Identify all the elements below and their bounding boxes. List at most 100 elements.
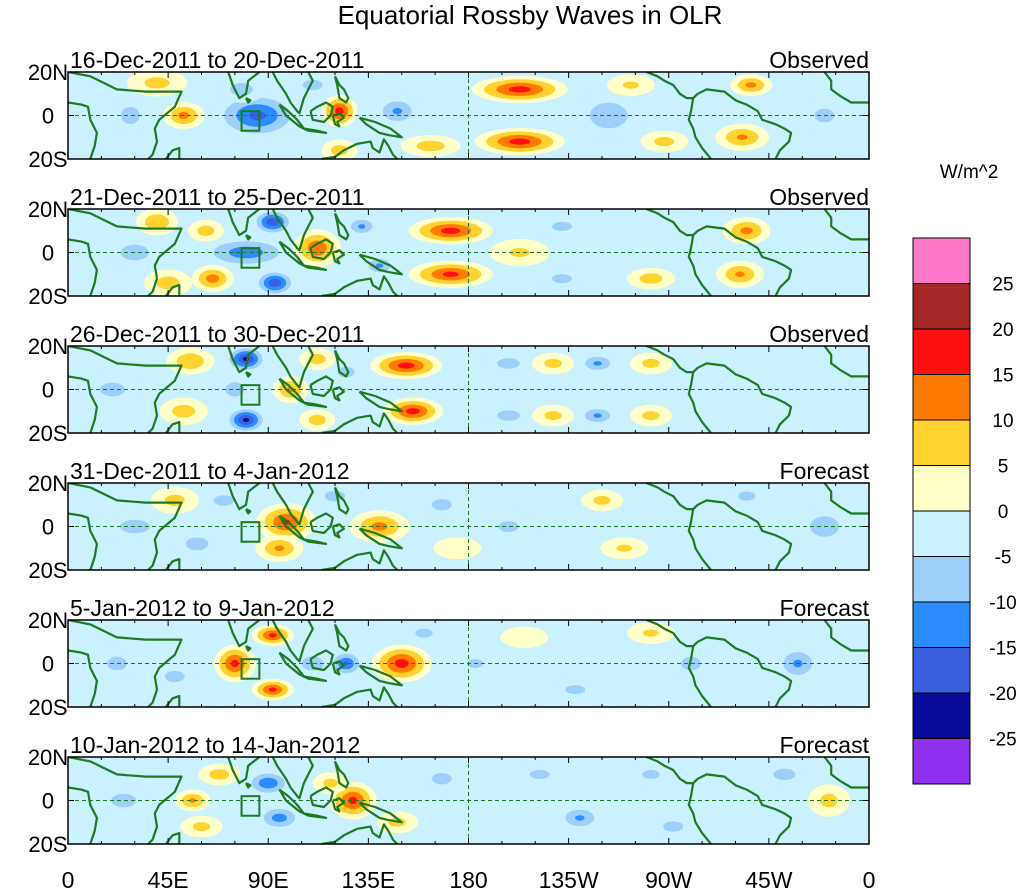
positive-anomaly	[159, 397, 208, 425]
positive-anomaly	[722, 217, 771, 245]
colorbar-tick-label: -20	[989, 684, 1016, 705]
colorbar-swatch	[912, 647, 971, 694]
y-tick-label: 20S	[28, 558, 67, 583]
negative-anomaly	[173, 530, 222, 558]
x-tick-label: 45E	[148, 867, 189, 890]
anomaly-field	[82, 346, 672, 433]
colorbar-swatch	[912, 419, 971, 466]
positive-anomaly	[532, 352, 575, 375]
negative-anomaly	[629, 763, 672, 786]
positive-anomaly	[321, 139, 358, 159]
positive-anomaly	[255, 534, 304, 562]
positive-anomaly	[500, 626, 549, 649]
y-tick-label: 20N	[28, 745, 68, 770]
y-tick-label: 0	[42, 241, 54, 266]
colorbar-swatch	[912, 328, 971, 375]
coastlines	[68, 209, 869, 296]
y-tick-label: 0	[42, 652, 54, 677]
positive-anomaly	[180, 815, 223, 838]
positive-anomaly	[187, 219, 224, 242]
negative-anomaly	[515, 763, 564, 786]
colorbar-units-label: W/m^2	[940, 162, 999, 183]
positive-anomaly	[408, 217, 493, 245]
positive-anomaly	[433, 537, 482, 560]
y-tick-label: 20S	[28, 284, 67, 309]
x-tick-label: 45W	[745, 867, 793, 890]
colorbar-tick-label: 5	[998, 457, 1009, 478]
colorbar-swatch	[912, 510, 971, 557]
positive-anomaly	[191, 265, 234, 293]
region-box	[240, 521, 261, 543]
y-tick-label: 0	[42, 104, 54, 129]
negative-anomaly	[537, 267, 586, 290]
negative-anomaly	[537, 215, 586, 238]
positive-anomaly	[581, 489, 623, 512]
negative-anomaly	[93, 784, 154, 817]
y-tick-label: 20N	[28, 197, 68, 222]
x-axis: 0 45E 90E 135E 180 135W 90W 45W 0	[62, 867, 876, 890]
negative-anomaly	[417, 765, 466, 793]
colorbar-tick-label: -25	[989, 730, 1016, 751]
region-box	[240, 795, 261, 817]
positive-anomaly	[136, 209, 178, 236]
negative-anomaly	[216, 375, 253, 404]
panel-kind-label: Observed	[769, 184, 869, 210]
negative-anomaly	[202, 489, 245, 512]
x-tick-label: 0	[863, 867, 876, 890]
panel-kind-label: Observed	[769, 47, 869, 73]
colorbar-swatch	[912, 465, 971, 512]
colorbar: 25 20 15 10 5 0 -5 -10 -15 -20 -25	[912, 237, 1017, 785]
panel-kind-label: Forecast	[780, 732, 870, 758]
positive-anomaly	[600, 537, 649, 560]
positive-anomaly	[626, 267, 675, 290]
coastlines	[68, 483, 869, 570]
negative-anomaly	[576, 352, 619, 375]
colorbar-tick-label: -10	[989, 593, 1016, 614]
panel-2: 20N 0 20S 21-Dec-2011 to 25-Dec-2011 Observe…	[28, 184, 870, 309]
y-tick-label: 0	[42, 378, 54, 403]
positive-anomaly	[715, 260, 764, 288]
y-tick-label: 20N	[28, 608, 68, 633]
colorbar-tick-label: 10	[992, 411, 1013, 432]
negative-anomaly	[92, 647, 141, 680]
panel-period-label: 21-Dec-2011 to 25-Dec-2011	[70, 184, 365, 210]
positive-anomaly	[626, 622, 675, 644]
positive-anomaly	[629, 404, 672, 427]
positive-anomaly	[299, 348, 336, 370]
panel-kind-label: Forecast	[780, 595, 870, 621]
panel-period-label: 5-Jan-2012 to 9-Jan-2012	[70, 595, 335, 621]
colorbar-tick-label: 20	[992, 320, 1013, 341]
coastlines	[68, 620, 869, 707]
x-tick-label: 90W	[645, 867, 693, 890]
negative-anomaly	[478, 510, 539, 543]
negative-anomaly	[150, 662, 199, 691]
y-tick-label: 0	[42, 789, 54, 814]
positive-anomaly	[730, 74, 773, 96]
colorbar-tick-label: 25	[992, 275, 1013, 296]
positive-anomaly	[370, 351, 443, 380]
positive-anomaly	[251, 624, 294, 647]
positive-anomaly	[166, 347, 215, 375]
colorbar-swatch	[912, 692, 971, 739]
y-tick-label: 20S	[28, 832, 67, 857]
negative-anomaly	[328, 361, 365, 383]
y-tick-label: 20N	[28, 60, 68, 85]
negative-anomaly	[112, 99, 149, 132]
positive-anomaly	[321, 94, 358, 128]
negative-anomaly	[373, 94, 422, 128]
region-box	[240, 384, 261, 406]
negative-anomaly	[403, 622, 445, 644]
coastlines	[68, 72, 869, 159]
panel-period-label: 10-Jan-2012 to 14-Jan-2012	[70, 732, 360, 758]
panel-3: 20N 0 20S 26-Dec-2011 to 30-Dec-2011 Observe…	[28, 321, 870, 446]
coastlines	[68, 346, 869, 433]
region-box	[240, 110, 261, 132]
negative-anomaly	[217, 75, 266, 103]
y-tick-label: 0	[42, 515, 54, 540]
panel-kind-label: Observed	[769, 321, 869, 347]
chart-title: Equatorial Rossby Waves in OLR	[338, 0, 723, 30]
panel-4: 20N 0 20S 31-Dec-2011 to 4-Jan-2012 Forecast	[28, 458, 870, 583]
positive-anomaly	[299, 409, 336, 431]
panels-group: 20N 0 20S 16-Dec-2011 to 20-Dec-2011 Observe…	[28, 47, 870, 857]
